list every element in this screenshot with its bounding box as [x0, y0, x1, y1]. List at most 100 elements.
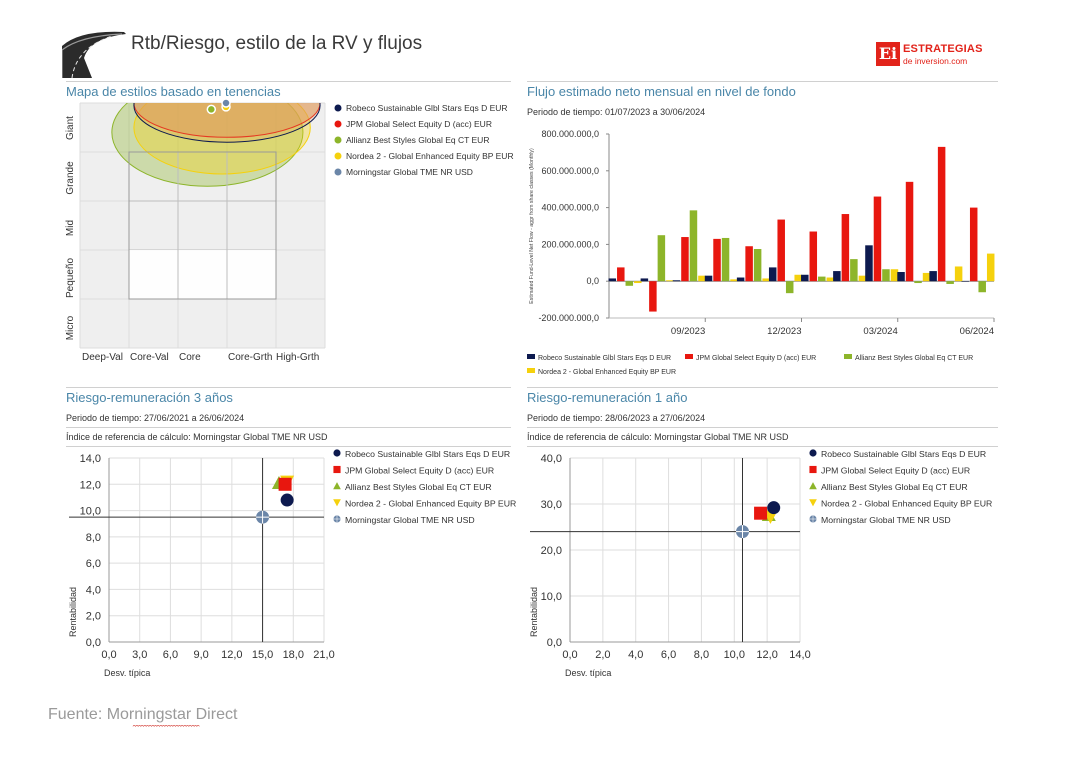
y-tick-label: 200.000.000,0 — [541, 239, 599, 249]
bar — [873, 196, 882, 282]
legend-marker-group — [809, 449, 817, 457]
legend-marker — [334, 136, 342, 144]
x-tick-label: 0,0 — [101, 649, 116, 661]
legend-marker-group — [333, 465, 341, 474]
bar — [640, 278, 649, 282]
x-tick-label: 10,0 — [724, 649, 745, 661]
divider — [527, 427, 998, 428]
risk-1y-period: Periodo de tiempo: 28/06/2023 a 27/06/20… — [527, 413, 706, 423]
y-tick-label: 0,0 — [586, 276, 599, 286]
legend-marker — [334, 152, 342, 160]
divider — [527, 446, 998, 447]
bar — [794, 274, 802, 282]
divider — [527, 81, 998, 82]
bar — [666, 280, 674, 282]
y-axis-label: Rentabilidad — [529, 587, 539, 637]
brand-logo-site: de inversion.com — [903, 56, 968, 66]
x-tick-label: 3,0 — [132, 649, 147, 661]
divider — [66, 387, 511, 388]
y-tick-label: 30,0 — [541, 499, 562, 511]
centroids — [206, 98, 231, 115]
legend-label: Allianz Best Styles Global Eq CT EUR — [855, 355, 973, 362]
legend: Robeco Sustainable Glbl Stars Eqs D EUR J… — [334, 103, 514, 177]
bar — [753, 249, 762, 282]
legend-label: Robeco Sustainable Glbl Stars Eqs D EUR — [821, 449, 986, 459]
y-tick-label: 12,0 — [80, 479, 101, 491]
x-tick-label: Core — [179, 352, 201, 363]
x-tick-label: Core-Grth — [228, 352, 272, 363]
legend-label: Allianz Best Styles Global Eq CT EUR — [345, 482, 492, 492]
bar — [897, 272, 905, 282]
bar — [809, 231, 818, 282]
bar — [745, 246, 753, 282]
bar — [681, 237, 689, 282]
ownership-zone — [133, 103, 321, 138]
legend-marker-group — [333, 515, 341, 523]
risk-1y-chart: 0,0 2,0 4,0 6,0 8,0 10,0 12,0 14,0 0,0 10,0 20,0 30… — [529, 449, 992, 678]
style-map-chart: Deep-Val Core-Val Core Core-Grth High-Grth Gi… — [65, 98, 514, 363]
bar — [713, 238, 721, 282]
x-tick-label: 09/2023 — [671, 326, 705, 337]
x-tick-label: 12/2023 — [767, 326, 801, 337]
bar — [929, 271, 937, 282]
legend-label: Robeco Sustainable Glbl Stars Eqs D EUR — [346, 103, 508, 113]
divider — [66, 427, 511, 428]
legend-marker — [809, 449, 817, 457]
points — [736, 501, 781, 539]
data-point — [754, 506, 768, 520]
legend-label: Allianz Best Styles Global Eq CT EUR — [346, 135, 489, 145]
bar — [937, 146, 946, 282]
legend-label: JPM Global Select Equity D (acc) EUR — [345, 466, 494, 476]
bar — [841, 214, 850, 282]
ownership-zone — [133, 103, 321, 143]
legend-label: JPM Global Select Equity D (acc) EUR — [346, 119, 492, 129]
x-tick-label: 8,0 — [694, 649, 709, 661]
bar — [978, 281, 986, 293]
legend-marker-group — [809, 499, 817, 507]
y-tick-label: 40,0 — [541, 453, 562, 465]
legend-label: Morningstar Global TME NR USD — [345, 515, 475, 525]
grid — [569, 457, 801, 643]
x-tick-label: 15,0 — [252, 649, 273, 661]
y-tick-label: -200.000.000,0 — [538, 313, 599, 323]
y-tick-label: 10,0 — [80, 506, 101, 518]
x-tick-label: 12,0 — [756, 649, 777, 661]
bar — [634, 281, 642, 284]
legend-marker-group — [809, 465, 817, 474]
legend-marker — [685, 354, 693, 359]
legend: Robeco Sustainable Glbl Stars Eqs D EUR J… — [333, 449, 516, 525]
x-tick-label: 03/2024 — [863, 326, 897, 337]
legend-marker — [527, 354, 535, 359]
legend-label: Nordea 2 - Global Enhanced Equity BP EUR — [821, 499, 992, 509]
legend-marker-group — [333, 499, 341, 507]
x-tick-label: Deep-Val — [82, 352, 123, 363]
y-tick-label: 600.000.000,0 — [541, 166, 599, 176]
legend-marker — [333, 449, 341, 457]
bar — [882, 269, 890, 282]
bar — [865, 245, 873, 282]
legend-marker-group — [333, 449, 341, 457]
x-tick-label: 14,0 — [789, 649, 810, 661]
y-tick-label: Mid — [65, 220, 76, 236]
style-map-title: Mapa de estilos basado en tenencias — [66, 84, 281, 99]
bar — [672, 280, 681, 282]
grid — [108, 457, 325, 643]
bar — [954, 266, 963, 282]
bar — [826, 277, 835, 282]
source-note: Fuente: Morningstar Direct — [48, 706, 238, 723]
bars — [608, 146, 995, 312]
divider — [527, 387, 998, 388]
y-tick-label: 2,0 — [86, 611, 101, 623]
y-tick-label: Grande — [65, 161, 76, 195]
x-tick-label: 4,0 — [628, 649, 643, 661]
y-tick-label: 4,0 — [86, 584, 101, 596]
legend-marker — [809, 465, 817, 474]
bar — [890, 269, 899, 282]
page-title: Rtb/Riesgo, estilo de la RV y flujos — [131, 33, 423, 54]
legend: Robeco Sustainable Glbl Stars Eqs D EUR J… — [809, 449, 992, 525]
y-axis-label: Estimated Fund-Level Net Flow - aggr fro… — [529, 148, 535, 304]
y-tick-label: Giant — [65, 116, 76, 140]
flows-period: Periodo de tiempo: 01/07/2023 a 30/06/20… — [527, 107, 706, 117]
bar — [649, 281, 657, 312]
centroid-point — [206, 104, 217, 115]
